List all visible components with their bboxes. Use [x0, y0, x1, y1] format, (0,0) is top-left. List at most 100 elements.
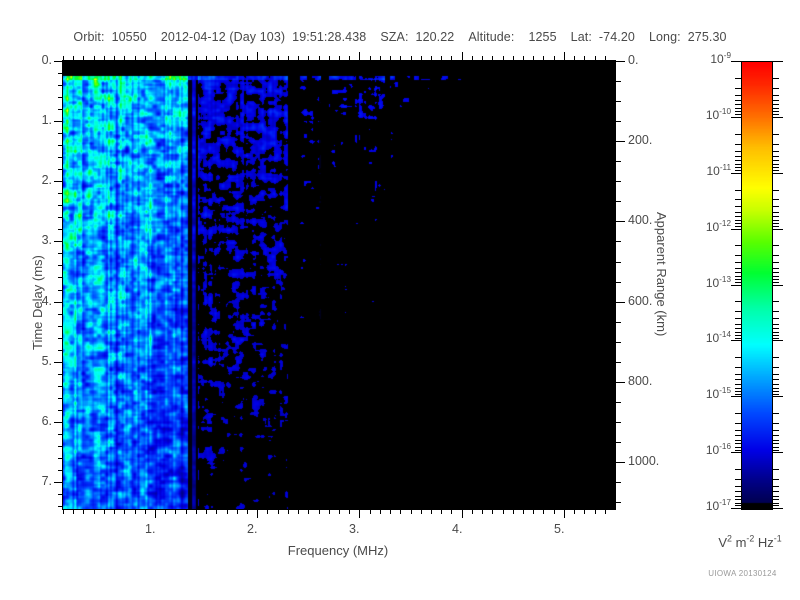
colorbar-minor-tick-right [773, 111, 779, 112]
x-top-tick [175, 56, 176, 61]
y-left-minor-tick [58, 145, 63, 146]
x-minor-tick [584, 509, 585, 514]
y-right-minor-tick [616, 181, 621, 182]
x-minor-tick [554, 509, 555, 514]
x-minor-tick [94, 509, 95, 514]
x-minor-tick [278, 509, 279, 514]
colorbar-minor-tick-right [773, 255, 779, 256]
x-top-tick [411, 56, 412, 61]
x-top-tick [319, 56, 320, 61]
x-top-tick [63, 56, 64, 61]
y-right-major-tick [616, 382, 625, 383]
x-minor-tick [227, 509, 228, 514]
colorbar-minor-tick-right [773, 199, 779, 200]
x-top-tick [359, 52, 360, 61]
x-minor-tick [339, 509, 340, 514]
x-minor-tick [543, 509, 544, 514]
colorbar-minor-tick-right [773, 496, 779, 497]
colorbar-minor-tick [735, 104, 741, 105]
y-right-minor-tick [616, 282, 621, 283]
x-minor-tick [83, 509, 84, 514]
y-axis-right-title: Apparent Range (km) [654, 212, 669, 337]
altitude-label: Altitude: [468, 30, 515, 44]
y-left-major-tick [54, 61, 63, 62]
y-left-major-tick [54, 422, 63, 423]
colorbar-minor-tick-right [773, 499, 779, 500]
y-right-minor-tick [616, 81, 621, 82]
colorbar [741, 61, 773, 510]
x-tick-label: 5. [554, 522, 565, 536]
y-left-major-tick [54, 362, 63, 363]
x-top-tick [584, 56, 585, 61]
y-left-minor-tick [58, 277, 63, 278]
y-left-minor-tick [58, 398, 63, 399]
y-left-minor-tick [58, 85, 63, 86]
x-top-tick [206, 56, 207, 61]
colorbar-minor-tick [735, 226, 741, 227]
y-left-tick-label: 4. [41, 294, 52, 308]
x-minor-tick [267, 509, 268, 514]
colorbar-minor-tick-right [773, 447, 779, 448]
x-minor-tick [175, 509, 176, 514]
colorbar-minor-tick [735, 245, 741, 246]
y-right-minor-tick [616, 422, 621, 423]
x-minor-tick [441, 509, 442, 514]
sza-value: 120.22 [415, 30, 455, 44]
long-value: 275.30 [687, 30, 727, 44]
x-minor-tick [431, 509, 432, 514]
y-right-minor-tick [616, 362, 621, 363]
colorbar-minor-tick-right [773, 435, 779, 436]
x-minor-tick [63, 509, 64, 514]
y-left-minor-tick [58, 265, 63, 266]
x-top-tick [308, 56, 309, 61]
x-minor-tick [574, 509, 575, 514]
y-left-minor-tick [58, 410, 63, 411]
colorbar-minor-tick [735, 450, 741, 451]
altitude-value: 1255 [528, 30, 557, 44]
x-top-tick [574, 56, 575, 61]
x-minor-tick [206, 509, 207, 514]
x-top-tick [370, 56, 371, 61]
x-minor-tick [114, 509, 115, 514]
colorbar-minor-tick-right [773, 357, 779, 358]
x-major-tick [359, 509, 360, 518]
colorbar-minor-tick [735, 367, 741, 368]
colorbar-minor-tick-right [773, 469, 779, 470]
y-left-tick-label: 0. [41, 53, 52, 67]
x-major-tick [564, 509, 565, 518]
x-minor-tick [390, 509, 391, 514]
colorbar-tick-label: 10-10 [705, 107, 731, 122]
y-left-tick-label: 3. [41, 233, 52, 247]
colorbar-major-tick-right [773, 61, 783, 62]
x-minor-tick [370, 509, 371, 514]
y-right-tick-label: 200. [628, 133, 653, 147]
y-left-minor-tick [58, 290, 63, 291]
y-left-minor-tick [58, 338, 63, 339]
colorbar-minor-tick [735, 384, 741, 385]
x-minor-tick [165, 509, 166, 514]
colorbar-minor-tick [735, 430, 741, 431]
colorbar-minor-tick-right [773, 245, 779, 246]
x-minor-tick [492, 509, 493, 514]
colorbar-minor-tick-right [773, 367, 779, 368]
x-top-tick [513, 56, 514, 61]
colorbar-major-tick [731, 396, 741, 397]
colorbar-minor-tick [735, 447, 741, 448]
colorbar-minor-tick [735, 388, 741, 389]
colorbar-minor-tick [735, 156, 741, 157]
y-left-minor-tick [58, 446, 63, 447]
x-minor-tick [186, 509, 187, 514]
colorbar-minor-tick [735, 167, 741, 168]
x-minor-tick [523, 509, 524, 514]
colorbar-minor-tick-right [773, 443, 779, 444]
colorbar-major-tick [731, 340, 741, 341]
y-left-tick-label: 7. [41, 474, 52, 488]
colorbar-major-tick [731, 229, 741, 230]
y-right-minor-tick [616, 201, 621, 202]
x-minor-tick [533, 509, 534, 514]
colorbar-minor-tick-right [773, 338, 779, 339]
x-top-tick [83, 56, 84, 61]
y-left-minor-tick [58, 109, 63, 110]
colorbar-minor-tick-right [773, 206, 779, 207]
x-minor-tick [380, 509, 381, 514]
